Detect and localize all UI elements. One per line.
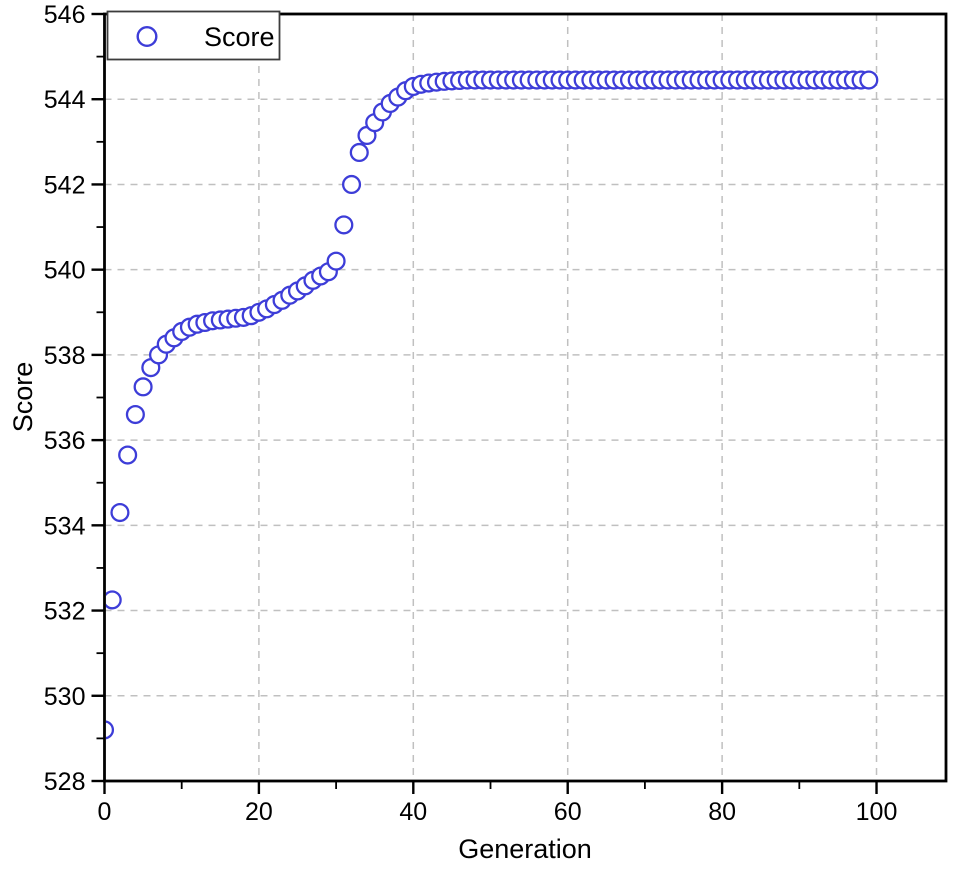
data-point (859, 70, 879, 90)
y-tick-label: 530 (44, 683, 86, 711)
y-tick-label: 542 (44, 171, 86, 199)
x-tick-label: 100 (856, 798, 898, 826)
data-point (326, 251, 346, 271)
axis-ticks (91, 12, 878, 794)
gridlines (104, 14, 946, 781)
y-tick-label: 536 (44, 427, 86, 455)
data-point (125, 404, 145, 425)
y-tick-label: 538 (44, 342, 86, 370)
x-tick-label: 60 (554, 798, 582, 826)
y-tick-label: 528 (44, 768, 86, 796)
data-point (118, 445, 138, 465)
data-point (133, 377, 153, 397)
legend-box (106, 10, 281, 61)
y-axis-label: Score (8, 362, 38, 433)
data-point (110, 502, 130, 523)
plot-border (103, 12, 948, 783)
y-tick-label: 532 (44, 598, 86, 626)
y-tick-label: 540 (44, 257, 86, 285)
y-tick-label: 544 (44, 86, 86, 114)
data-point (105, 590, 122, 610)
y-tick-label: 534 (44, 512, 86, 540)
tick-labels: 0 20 40 60 80 100 528 530 532 534 536 538 540 542 544 5… (44, 1, 898, 826)
legend-label: Score (204, 22, 275, 52)
data-points (105, 70, 879, 740)
legend-marker-icon (136, 26, 158, 48)
x-tick-label: 80 (708, 798, 736, 826)
data-point (334, 215, 354, 235)
data-point (105, 720, 115, 740)
data-point (341, 174, 362, 194)
x-axis-label: Generation (458, 834, 592, 864)
x-tick-label: 20 (245, 798, 273, 826)
data-point (349, 142, 369, 163)
y-tick-label: 546 (44, 1, 86, 29)
x-tick-label: 0 (98, 798, 112, 826)
legend: Score (106, 10, 281, 61)
x-tick-label: 40 (399, 798, 427, 826)
